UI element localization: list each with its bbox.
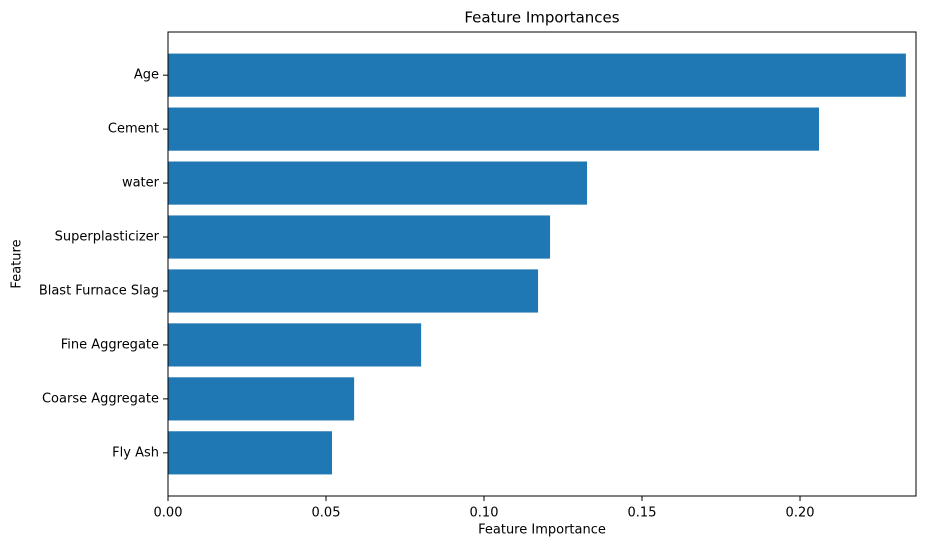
bar (168, 377, 355, 421)
y-tick-label: Fine Aggregate (61, 337, 159, 352)
bar (168, 161, 588, 205)
y-tick-label: water (122, 176, 160, 191)
y-tick-label: Age (134, 68, 159, 83)
y-axis-label: Feature (10, 239, 25, 288)
plot-area: 0.00 0.05 0.10 0.15 0.20 Age Cement water Superp… (39, 53, 906, 521)
x-tick-label: 0.20 (786, 506, 815, 521)
y-tick-label: Coarse Aggregate (42, 391, 159, 406)
bar (168, 323, 422, 367)
x-tick-label: 0.10 (470, 506, 499, 521)
bar (168, 53, 906, 97)
bar (168, 269, 539, 313)
y-tick-label: Fly Ash (112, 445, 159, 460)
x-tick-label: 0.00 (154, 506, 183, 521)
y-tick-label: Cement (108, 122, 159, 137)
axes-frame (167, 31, 917, 497)
y-tick-label: Superplasticizer (55, 230, 160, 245)
bar (168, 215, 551, 259)
x-tick-label: 0.05 (312, 506, 341, 521)
x-tick-label: 0.15 (628, 506, 657, 521)
bar (168, 431, 333, 475)
chart-title: Feature Importances (464, 9, 619, 27)
x-axis-label: Feature Importance (478, 523, 606, 538)
bar (168, 107, 819, 151)
y-tick-label: Blast Furnace Slag (39, 283, 159, 298)
